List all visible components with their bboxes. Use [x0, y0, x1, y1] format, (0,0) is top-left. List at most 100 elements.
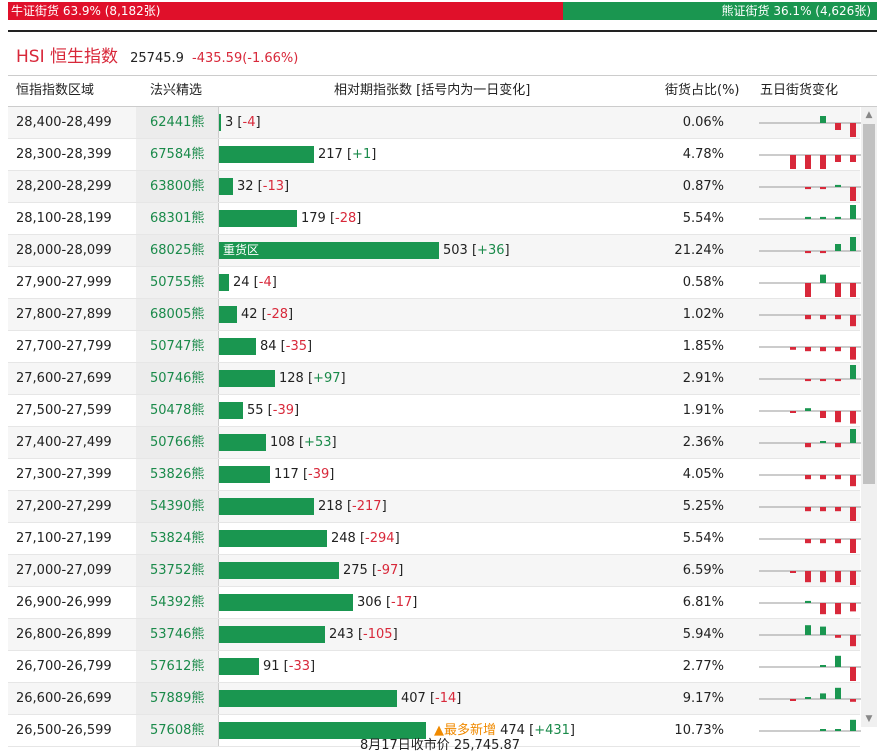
table-row[interactable]: 26,700-26,799 57612熊 91 [-33] 2.77% — [8, 651, 861, 683]
table-row[interactable]: 26,500-26,599 57608熊 ▲最多新增 474 [+431] 10… — [8, 715, 861, 747]
table-row[interactable]: 27,700-27,799 50747熊 84 [-35] 1.85% — [8, 331, 861, 363]
count-text: 248 — [331, 531, 356, 546]
share-percent: 5.54% — [682, 531, 724, 546]
five-day-sparkline — [753, 203, 861, 234]
table-row[interactable]: 27,000-27,099 53752熊 275 [-97] 6.59% — [8, 555, 861, 587]
table-row[interactable]: 28,200-28,299 63800熊 32 [-13] 0.87% — [8, 171, 861, 203]
header-pct[interactable]: 街货占比(%) — [665, 83, 740, 98]
warrant-code-link[interactable]: 63800熊 — [136, 171, 218, 202]
warrant-code-link[interactable]: 53824熊 — [136, 523, 218, 554]
table-row[interactable]: 27,300-27,399 53826熊 117 [-39] 4.05% — [8, 459, 861, 491]
warrant-code-link[interactable]: 50747熊 — [136, 331, 218, 362]
share-percent: 4.05% — [682, 467, 724, 482]
sparkline-bar — [790, 411, 796, 413]
table-row[interactable]: 27,600-27,699 50746熊 128 [+97] 2.91% — [8, 363, 861, 395]
five-day-sparkline — [753, 651, 861, 682]
scrollbar-thumb[interactable] — [863, 124, 875, 484]
sparkline-bar — [790, 699, 796, 701]
sparkline-bar — [850, 719, 856, 731]
table-row[interactable]: 27,800-27,899 68005熊 42 [-28] 1.02% — [8, 299, 861, 331]
sparkline-bar — [820, 187, 826, 190]
table-row[interactable]: 28,300-28,399 67584熊 217 [+1] 4.78% — [8, 139, 861, 171]
table-row[interactable]: 27,400-27,499 50766熊 108 [+53] 2.36% — [8, 427, 861, 459]
warrant-code-link[interactable]: 50746熊 — [136, 363, 218, 394]
table-row[interactable]: 27,500-27,599 50478熊 55 [-39] 1.91% — [8, 395, 861, 427]
sparkline-bar — [805, 600, 811, 603]
sparkline-bar — [805, 507, 811, 512]
sparkline-bar — [835, 687, 841, 699]
warrant-code-link[interactable]: 62441熊 — [136, 107, 218, 138]
count-bar — [219, 434, 266, 451]
delta-value: +1 — [352, 147, 372, 162]
index-range: 28,200-28,299 — [16, 179, 112, 194]
table-body: 28,400-28,499 62441熊 3 [-4] 0.06% 28,300… — [8, 107, 861, 747]
header-range[interactable]: 恒指指数区域 — [16, 83, 95, 98]
warrant-code-link[interactable]: 57889熊 — [136, 683, 218, 714]
count-text: 243 — [329, 627, 354, 642]
vertical-scrollbar[interactable]: ▲ ▼ — [861, 107, 877, 727]
sparkline-bar — [820, 539, 826, 544]
warrant-code-link[interactable]: 57608熊 — [136, 715, 218, 746]
five-day-sparkline — [753, 171, 861, 202]
count-bar-cell: 55 [-39] — [218, 395, 659, 426]
sparkline-bar — [805, 697, 811, 699]
sparkline-svg — [759, 570, 861, 585]
sparkline-bar — [820, 665, 826, 667]
table-row[interactable]: 26,600-26,699 57889熊 407 [-14] 9.17% — [8, 683, 861, 715]
count-bar-cell: 24 [-4] — [218, 267, 659, 298]
count-bar-cell: 3 [-4] — [218, 107, 659, 138]
delta-value: -28 — [266, 307, 288, 322]
scroll-up-icon[interactable]: ▲ — [865, 110, 873, 120]
warrant-code-link[interactable]: 57612熊 — [136, 651, 218, 682]
sparkline-bar — [835, 507, 841, 512]
warrant-code-link[interactable]: 53826熊 — [136, 459, 218, 490]
warrant-code-link[interactable]: 54390熊 — [136, 491, 218, 522]
warrant-code-link[interactable]: 50478熊 — [136, 395, 218, 426]
count-text: 474 — [500, 723, 525, 738]
index-title: HSI 恒生指数 25745.9 -435.59(-1.66%) — [16, 42, 298, 67]
count-bar — [219, 562, 339, 579]
table-row[interactable]: 28,000-28,099 68025熊 重货区 503 [+36] 21.24… — [8, 235, 861, 267]
header-code[interactable]: 法兴精选 — [150, 83, 203, 98]
warrant-code-link[interactable]: 50755熊 — [136, 267, 218, 298]
table-row[interactable]: 28,100-28,199 68301熊 179 [-28] 5.54% — [8, 203, 861, 235]
index-range: 27,100-27,199 — [16, 531, 112, 546]
scroll-down-icon[interactable]: ▼ — [865, 714, 873, 724]
table-row[interactable]: 26,800-26,899 53746熊 243 [-105] 5.94% — [8, 619, 861, 651]
warrant-code-link[interactable]: 50766熊 — [136, 427, 218, 458]
sparkline-svg — [759, 116, 861, 137]
sparkline-bar — [805, 379, 811, 382]
count-text: 117 — [274, 467, 299, 482]
index-range: 26,900-26,999 — [16, 595, 112, 610]
count-text: 24 — [233, 275, 250, 290]
sparkline-svg — [759, 474, 861, 487]
warrant-code-link[interactable]: 68301熊 — [136, 203, 218, 234]
header-bar[interactable]: 相对期指张数 [括号内为一日变化] — [334, 83, 531, 98]
warrant-code-link[interactable]: 53746熊 — [136, 619, 218, 650]
warrant-code-link[interactable]: 53752熊 — [136, 555, 218, 586]
sparkline-bar — [850, 429, 856, 443]
share-percent: 0.06% — [682, 115, 724, 130]
five-day-sparkline — [753, 491, 861, 522]
sparkline-bar — [850, 237, 856, 251]
delta-value: +97 — [313, 371, 341, 386]
sparkline-bar — [835, 216, 841, 219]
warrant-code-link[interactable]: 67584熊 — [136, 139, 218, 170]
count-bar — [219, 498, 314, 515]
count-value: 55 [-39] — [247, 403, 300, 418]
table-row[interactable]: 27,200-27,299 54390熊 218 [-217] 5.25% — [8, 491, 861, 523]
sparkline-bar — [805, 408, 811, 411]
warrant-code-link[interactable]: 54392熊 — [136, 587, 218, 618]
sparkline-svg — [759, 154, 861, 169]
table-row[interactable]: 28,400-28,499 62441熊 3 [-4] 0.06% — [8, 107, 861, 139]
table-row[interactable]: 27,100-27,199 53824熊 248 [-294] 5.54% — [8, 523, 861, 555]
warrant-code-link[interactable]: 68025熊 — [136, 235, 218, 266]
count-value: 275 [-97] — [343, 563, 404, 578]
table-row[interactable]: 27,900-27,999 50755熊 24 [-4] 0.58% — [8, 267, 861, 299]
table-row[interactable]: 26,900-26,999 54392熊 306 [-17] 6.81% — [8, 587, 861, 619]
five-day-sparkline — [753, 331, 861, 362]
header-spark[interactable]: 五日街货变化 — [760, 83, 839, 98]
sparkline-bar — [835, 635, 841, 638]
warrant-code-link[interactable]: 68005熊 — [136, 299, 218, 330]
sparkline-bar — [805, 539, 811, 544]
